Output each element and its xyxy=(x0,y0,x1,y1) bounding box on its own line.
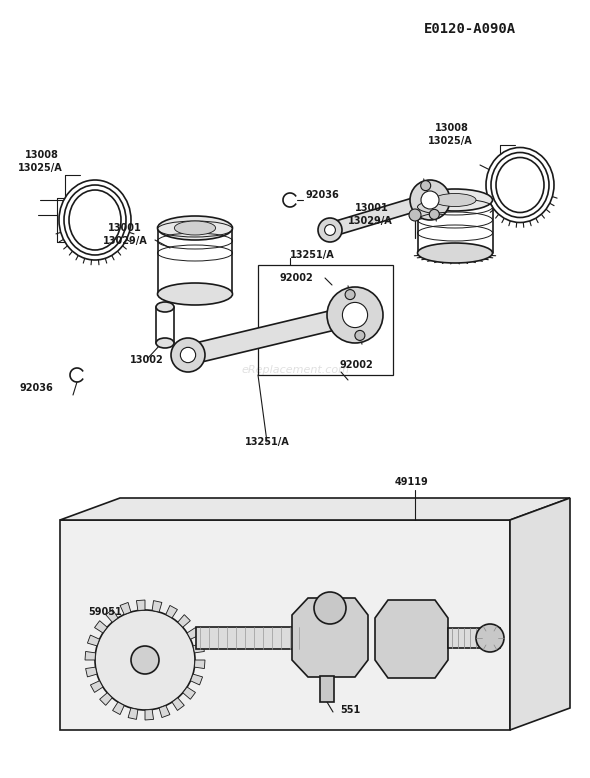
Circle shape xyxy=(421,191,439,209)
Circle shape xyxy=(421,180,431,191)
Text: E0120-A090A: E0120-A090A xyxy=(424,22,516,36)
Ellipse shape xyxy=(69,190,121,250)
Ellipse shape xyxy=(496,157,544,212)
Polygon shape xyxy=(120,602,131,615)
Polygon shape xyxy=(195,660,205,668)
Bar xyxy=(196,627,316,649)
Circle shape xyxy=(314,592,346,624)
Polygon shape xyxy=(510,498,570,730)
Ellipse shape xyxy=(64,185,126,255)
Circle shape xyxy=(131,646,159,674)
Polygon shape xyxy=(145,710,153,720)
Text: 59051: 59051 xyxy=(88,607,122,617)
Text: 551: 551 xyxy=(340,705,360,715)
Polygon shape xyxy=(172,698,184,710)
Ellipse shape xyxy=(156,302,174,312)
Text: 92002: 92002 xyxy=(340,360,373,370)
Bar xyxy=(448,628,500,648)
Polygon shape xyxy=(100,692,112,706)
Polygon shape xyxy=(128,708,138,720)
Ellipse shape xyxy=(158,283,232,305)
Polygon shape xyxy=(86,667,97,677)
Text: 13029/A: 13029/A xyxy=(348,216,393,226)
Polygon shape xyxy=(328,193,432,237)
Polygon shape xyxy=(113,702,124,714)
Ellipse shape xyxy=(418,189,493,211)
Circle shape xyxy=(409,209,421,221)
Text: eReplacement.com: eReplacement.com xyxy=(241,365,349,375)
Ellipse shape xyxy=(418,243,493,263)
Circle shape xyxy=(171,338,205,372)
Polygon shape xyxy=(186,305,358,365)
Ellipse shape xyxy=(491,152,549,218)
Text: 13251/A: 13251/A xyxy=(245,437,290,447)
Ellipse shape xyxy=(486,148,554,223)
Text: 13002: 13002 xyxy=(130,355,164,365)
Polygon shape xyxy=(292,598,368,677)
Polygon shape xyxy=(166,605,178,618)
Circle shape xyxy=(476,624,504,652)
Polygon shape xyxy=(193,643,204,653)
Text: 49119: 49119 xyxy=(395,477,429,487)
Ellipse shape xyxy=(59,180,131,260)
Polygon shape xyxy=(106,609,118,622)
Ellipse shape xyxy=(434,194,476,206)
Circle shape xyxy=(327,287,383,343)
Circle shape xyxy=(324,225,335,236)
Text: 13025/A: 13025/A xyxy=(18,163,63,173)
Text: 13025/A: 13025/A xyxy=(428,136,473,146)
Text: 92036: 92036 xyxy=(305,190,339,200)
Text: 13001: 13001 xyxy=(108,223,142,233)
Polygon shape xyxy=(94,621,107,633)
Text: 13251/A: 13251/A xyxy=(290,250,335,260)
Polygon shape xyxy=(85,651,96,660)
Polygon shape xyxy=(87,635,100,646)
Ellipse shape xyxy=(158,216,232,240)
Circle shape xyxy=(430,209,440,219)
Polygon shape xyxy=(60,498,570,520)
Circle shape xyxy=(95,610,195,710)
Bar xyxy=(258,265,393,375)
Ellipse shape xyxy=(175,221,215,235)
Circle shape xyxy=(181,347,196,363)
Ellipse shape xyxy=(156,338,174,348)
Circle shape xyxy=(345,289,355,300)
Text: 13001: 13001 xyxy=(355,203,389,213)
Polygon shape xyxy=(159,706,170,717)
Bar xyxy=(320,676,334,702)
Text: 92002: 92002 xyxy=(280,273,314,283)
Text: 13008: 13008 xyxy=(435,123,469,133)
Text: 13029/A: 13029/A xyxy=(103,236,148,246)
Polygon shape xyxy=(375,600,448,678)
Bar xyxy=(60,520,510,730)
Polygon shape xyxy=(178,615,191,627)
Text: 13008: 13008 xyxy=(25,150,59,160)
Polygon shape xyxy=(152,601,162,612)
Circle shape xyxy=(410,180,450,220)
Polygon shape xyxy=(191,674,202,685)
Circle shape xyxy=(355,331,365,341)
Text: 92036: 92036 xyxy=(20,383,54,393)
Polygon shape xyxy=(183,687,195,699)
Circle shape xyxy=(342,303,368,328)
Polygon shape xyxy=(136,600,145,611)
Circle shape xyxy=(318,218,342,242)
Polygon shape xyxy=(187,628,199,640)
Polygon shape xyxy=(90,681,103,692)
